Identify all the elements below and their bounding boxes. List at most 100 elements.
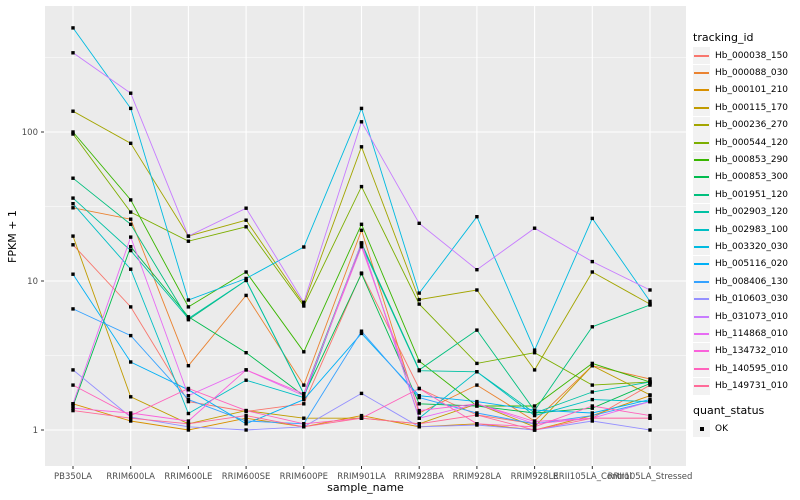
data-point — [186, 239, 191, 243]
data-point — [532, 226, 537, 230]
legend-key — [693, 221, 710, 239]
data-point — [71, 404, 75, 408]
line-swatch-icon — [694, 193, 709, 196]
line-swatch-icon — [694, 72, 709, 75]
data-point — [71, 26, 75, 30]
data-point — [590, 419, 594, 423]
data-point — [648, 416, 652, 420]
data-point — [590, 383, 594, 387]
data-point — [186, 298, 191, 302]
data-point — [129, 141, 133, 145]
x-tick-label: RRII105LA_Stressed — [608, 472, 693, 482]
data-point — [359, 272, 364, 276]
data-point — [475, 215, 479, 219]
data-point — [359, 413, 364, 418]
data-point — [417, 394, 421, 398]
x-tick-label: RRIM600PE — [280, 472, 328, 482]
line-swatch-icon — [694, 159, 709, 162]
data-point — [302, 302, 306, 306]
data-point — [648, 428, 652, 432]
data-point — [417, 416, 421, 420]
data-point — [186, 411, 191, 416]
data-point — [417, 402, 421, 406]
line-swatch-icon — [694, 141, 709, 144]
data-point — [417, 291, 421, 295]
data-point — [532, 404, 537, 408]
line-swatch-icon — [694, 263, 709, 266]
legend-item-label: Hb_000088_030 — [715, 68, 789, 79]
data-point — [129, 235, 133, 239]
data-point — [71, 206, 75, 210]
data-point — [244, 270, 248, 274]
legend: tracking_id Hb_000038_150 Hb_000088_030 Hb… — [693, 31, 799, 437]
legend-item: Hb_005116_020 — [693, 255, 799, 273]
legend-key — [693, 64, 710, 82]
x-axis-title: sample_name — [327, 481, 404, 494]
data-point — [71, 383, 75, 387]
data-point — [129, 217, 133, 221]
data-point — [590, 397, 594, 402]
legend-key — [693, 325, 710, 343]
x-tick-label: PB350LA — [54, 472, 92, 482]
data-point — [302, 300, 306, 304]
data-point — [417, 297, 421, 302]
legend-item-label: Hb_149731_010 — [715, 381, 789, 392]
line-swatch-icon — [694, 245, 709, 248]
data-point — [244, 225, 248, 229]
data-point — [648, 303, 652, 307]
data-point — [302, 350, 306, 354]
legend-item: Hb_000853_290 — [693, 151, 799, 169]
data-point — [648, 299, 652, 304]
legend-key — [693, 81, 710, 99]
data-point — [590, 364, 594, 368]
data-point — [590, 361, 594, 366]
legend-item-label: Hb_005116_020 — [715, 259, 789, 270]
data-point — [129, 222, 133, 226]
legend-key — [693, 99, 710, 117]
legend-title-tracking-id: tracking_id — [693, 31, 754, 44]
data-point — [475, 383, 479, 387]
data-point — [129, 267, 133, 271]
data-point — [417, 386, 421, 391]
data-point — [71, 51, 75, 55]
data-point — [359, 106, 364, 111]
legend-item: Hb_000088_030 — [693, 64, 799, 82]
legend-item-label: Hb_000038_150 — [715, 50, 789, 61]
y-axis-title: FPKM + 1 — [4, 0, 20, 472]
data-point — [359, 331, 364, 336]
x-tick-label: RRIM928LA — [453, 472, 502, 482]
data-point — [417, 425, 421, 429]
data-point — [475, 422, 479, 426]
legend-quant-section: quant_status OK — [693, 404, 799, 437]
legend-item-label: Hb_010603_030 — [715, 294, 789, 305]
data-point — [129, 411, 133, 415]
data-point — [532, 419, 537, 424]
data-point — [475, 328, 479, 332]
data-point — [359, 241, 364, 245]
data-point — [186, 419, 191, 423]
data-point — [590, 411, 594, 415]
legend-key — [693, 203, 710, 221]
data-point — [129, 305, 133, 309]
data-point — [71, 402, 75, 406]
data-point — [590, 325, 594, 329]
data-point — [475, 399, 479, 404]
legend-item: Hb_000038_150 — [693, 47, 799, 65]
legend-item-label: Hb_002983_100 — [715, 224, 789, 235]
legend-item: Hb_149731_010 — [693, 377, 799, 395]
legend-key — [693, 186, 710, 204]
legend-item-label: Hb_000853_300 — [715, 172, 789, 183]
data-point — [590, 259, 594, 264]
legend-item-label: Hb_000853_290 — [715, 155, 789, 166]
data-point — [244, 419, 248, 423]
legend-item: Hb_002983_100 — [693, 221, 799, 239]
data-point — [359, 329, 364, 333]
data-point — [71, 272, 75, 276]
legend-title-quant-status: quant_status — [693, 403, 765, 417]
data-point — [532, 422, 537, 426]
legend-item-label: Hb_000544_120 — [715, 137, 789, 148]
legend-item-label: Hb_002903_120 — [715, 207, 789, 218]
data-point — [648, 380, 652, 384]
data-point — [244, 408, 248, 413]
